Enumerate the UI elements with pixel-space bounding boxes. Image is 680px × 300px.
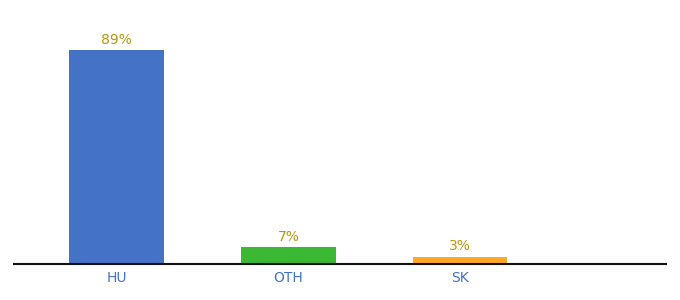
Bar xyxy=(413,257,507,264)
Text: 3%: 3% xyxy=(449,239,471,253)
Bar xyxy=(69,50,164,264)
Text: 89%: 89% xyxy=(101,33,132,47)
Text: 7%: 7% xyxy=(277,230,299,244)
Bar xyxy=(241,247,336,264)
